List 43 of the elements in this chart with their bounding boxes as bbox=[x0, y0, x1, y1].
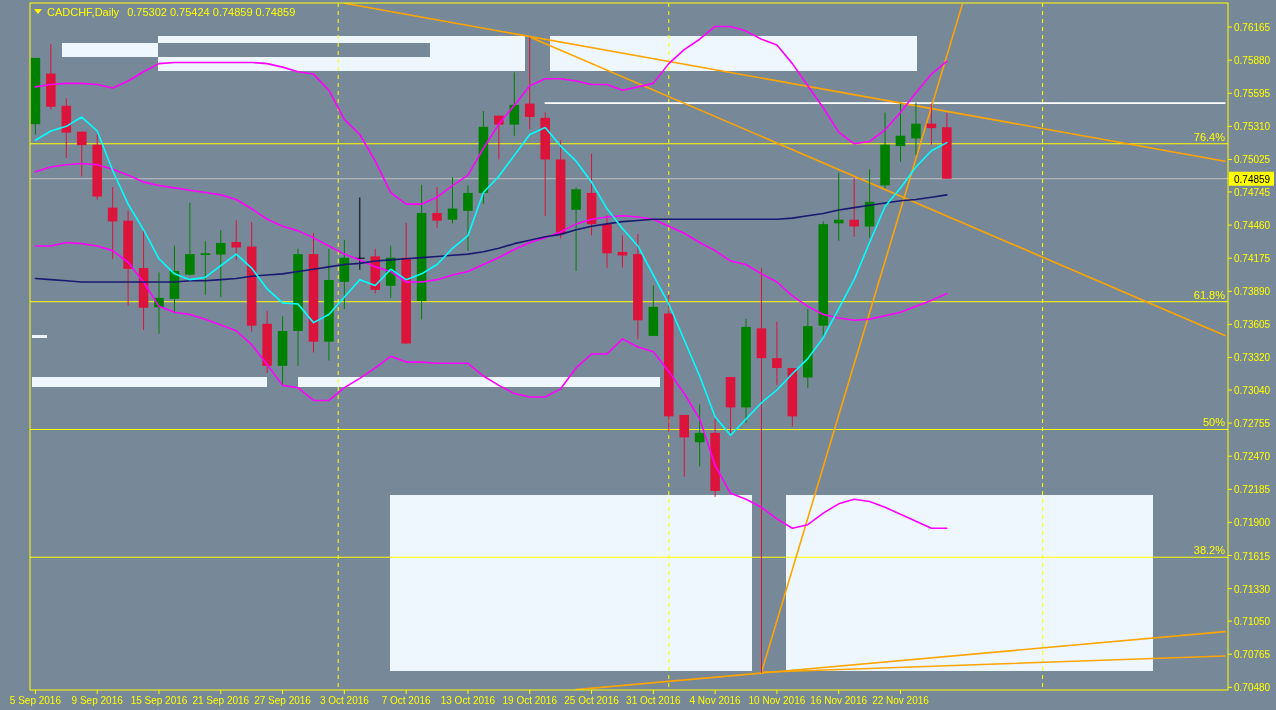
y-tick-label: 0.74859 bbox=[1234, 173, 1271, 185]
x-tick-label: 15 Sep 2016 bbox=[130, 695, 188, 706]
y-tick-label: 0.71900 bbox=[1234, 517, 1271, 529]
y-tick-label: 0.73320 bbox=[1234, 352, 1271, 364]
x-tick-label: 9 Sep 2016 bbox=[71, 695, 124, 706]
x-tick-label: 19 Oct 2016 bbox=[502, 695, 558, 706]
y-tick-label: 0.71330 bbox=[1234, 583, 1271, 595]
x-tick-label: 13 Oct 2016 bbox=[440, 695, 496, 706]
y-tick-label: 0.75595 bbox=[1234, 88, 1271, 100]
chart-title: CADCHF,Daily bbox=[47, 6, 120, 18]
x-tick-label: 22 Nov 2016 bbox=[872, 695, 930, 706]
y-tick-label: 0.72185 bbox=[1234, 484, 1271, 496]
annotation: 76.4% bbox=[1193, 130, 1226, 143]
x-tick-label: 16 Nov 2016 bbox=[810, 695, 868, 706]
y-tick-label: 0.74460 bbox=[1234, 220, 1271, 232]
y-tick-label: 0.70765 bbox=[1234, 649, 1271, 661]
x-tick-label: 21 Sep 2016 bbox=[192, 695, 250, 706]
y-tick-label: 0.72755 bbox=[1234, 418, 1271, 430]
y-tick-label: 0.71615 bbox=[1234, 550, 1271, 562]
x-tick-label: 25 Oct 2016 bbox=[564, 695, 620, 706]
x-tick-label: 5 Sep 2016 bbox=[9, 695, 62, 706]
annotation: 38.2% bbox=[1193, 544, 1226, 557]
y-tick-label: 0.71050 bbox=[1234, 616, 1271, 628]
y-tick-label: 0.75880 bbox=[1234, 55, 1271, 67]
x-tick-label: 10 Nov 2016 bbox=[748, 695, 806, 706]
y-tick-label: 0.73605 bbox=[1234, 319, 1271, 331]
y-tick-label: 0.74745 bbox=[1234, 186, 1271, 198]
x-tick-label: 4 Nov 2016 bbox=[689, 695, 742, 706]
y-tick-label: 0.73890 bbox=[1234, 286, 1271, 298]
y-tick-label: 0.76165 bbox=[1234, 22, 1271, 34]
y-tick-label: 0.70480 bbox=[1234, 682, 1271, 694]
x-tick-label: 31 Oct 2016 bbox=[626, 695, 682, 706]
annotation: 50% bbox=[1202, 416, 1226, 429]
y-tick-label: 0.75025 bbox=[1234, 154, 1271, 166]
y-tick-label: 0.73040 bbox=[1234, 385, 1271, 396]
chart-subtitle: 0.75302 0.75424 0.74859 0.74859 bbox=[127, 6, 296, 18]
x-tick-label: 27 Sep 2016 bbox=[254, 695, 312, 706]
y-tick-label: 0.74175 bbox=[1234, 253, 1271, 265]
y-tick-label: 0.75310 bbox=[1234, 121, 1271, 133]
x-tick-label: 7 Oct 2016 bbox=[381, 695, 432, 706]
y-tick-label: 0.72470 bbox=[1234, 451, 1271, 463]
x-tick-label: 3 Oct 2016 bbox=[319, 695, 370, 706]
annotation: 61.8% bbox=[1193, 288, 1226, 301]
